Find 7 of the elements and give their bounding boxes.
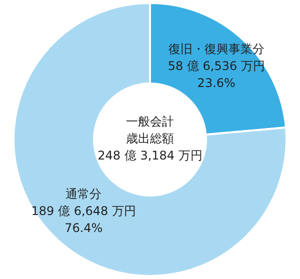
data-label: 58 億 6,536 万円 23.6% [168, 59, 265, 90]
text: 歳出総額 [126, 132, 174, 146]
text: 一般会計 [126, 114, 174, 129]
slice-label: 復旧・復興事業分 [168, 42, 264, 56]
data-label: 189 億 6,648 万円 76.4% [31, 204, 136, 236]
slice-label: 通常分 [66, 187, 102, 202]
text: 248 億 3,184 万円 [98, 148, 202, 163]
